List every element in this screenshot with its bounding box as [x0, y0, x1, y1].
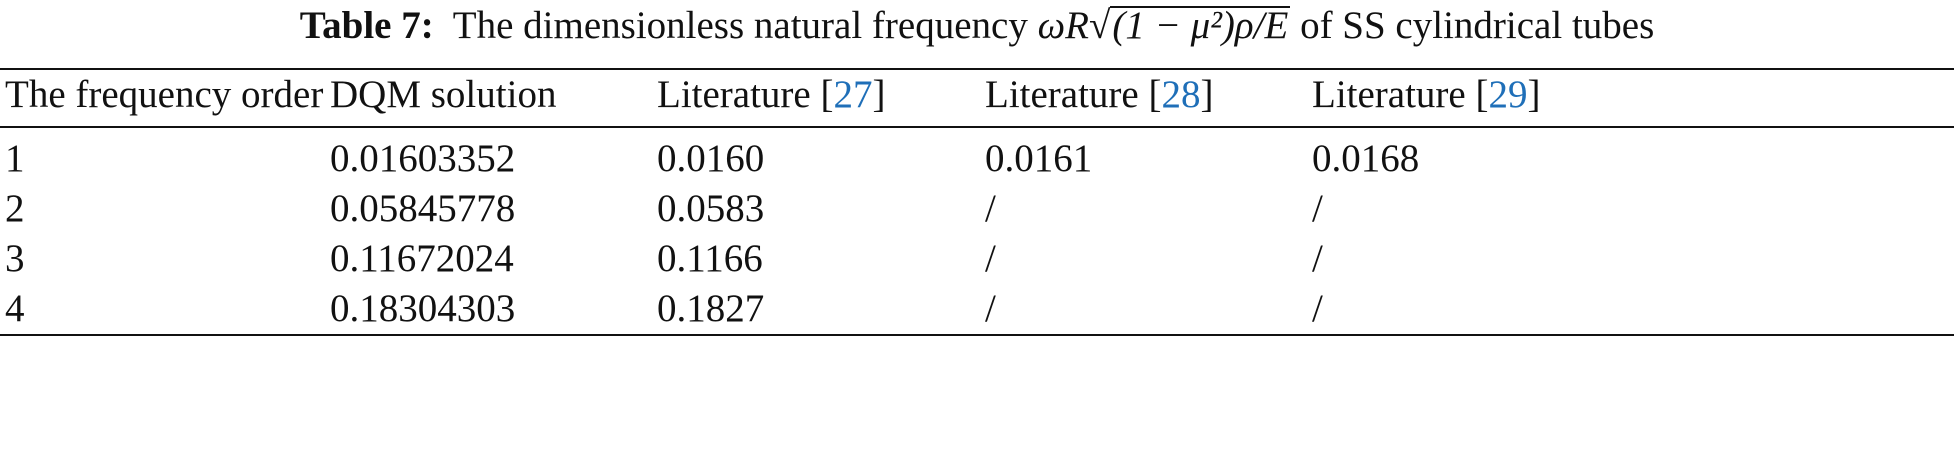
header-text: ] — [1527, 73, 1541, 116]
table-cell: 0.1827 — [657, 287, 765, 330]
table-cell: / — [985, 237, 996, 280]
table-cell: 0.1166 — [657, 237, 763, 280]
table-cell: 0.18304303 — [330, 287, 516, 330]
table-cell: 2 — [5, 187, 25, 230]
table-row: 3 0.11672024 0.1166 / / — [0, 234, 1954, 284]
table-body: 1 0.01603352 0.0160 0.0161 0.0168 2 0.05845778… — [0, 127, 1954, 335]
header-text: ] — [1200, 73, 1214, 116]
header-text: ] — [872, 73, 886, 116]
table-cell: 3 — [5, 237, 25, 280]
citation-link[interactable]: 27 — [833, 73, 873, 116]
table-cell: 0.0160 — [657, 137, 765, 180]
radical-sign: √ — [1088, 4, 1111, 47]
table-cell: 1 — [5, 137, 25, 180]
table-row: 4 0.18304303 0.1827 / / — [0, 284, 1954, 335]
column-header: Literature [28] — [980, 69, 1307, 127]
column-header: Literature [27] — [652, 69, 980, 127]
column-header: The frequency order — [0, 69, 325, 127]
caption-text: of SS cylindrical tubes — [1300, 4, 1655, 47]
table-cell: / — [985, 187, 996, 230]
table-cell: / — [1312, 237, 1323, 280]
table-cell: 0.0161 — [985, 137, 1093, 180]
formula-prefix: ωR — [1037, 4, 1089, 47]
citation-link[interactable]: 29 — [1488, 73, 1528, 116]
header-text: Literature [ — [657, 73, 834, 116]
table-cell: 0.11672024 — [330, 237, 514, 280]
table-cell: / — [1312, 287, 1323, 330]
table-cell: 4 — [5, 287, 25, 330]
table-caption: Table 7: The dimensionless natural frequ… — [0, 0, 1954, 52]
header-text: Literature [ — [1312, 73, 1489, 116]
header-text: Literature [ — [985, 73, 1162, 116]
caption-text: The dimensionless natural frequency — [452, 4, 1028, 47]
table-cell: / — [985, 287, 996, 330]
data-table: The frequency order DQM solution Literatur… — [0, 68, 1954, 336]
header-text: DQM solution — [330, 73, 557, 116]
citation-link[interactable]: 28 — [1161, 73, 1201, 116]
table-cell: 0.01603352 — [330, 137, 516, 180]
table-cell: 0.05845778 — [330, 187, 516, 230]
column-header: Literature [29] — [1307, 69, 1954, 127]
table-cell: 0.0168 — [1312, 137, 1420, 180]
header-row: The frequency order DQM solution Literatur… — [0, 69, 1954, 127]
caption-label: Table 7: — [299, 4, 434, 47]
header-text: The frequency order — [5, 73, 324, 116]
table-cell: / — [1312, 187, 1323, 230]
formula-radicand: (1 − μ²)ρ/E — [1110, 4, 1291, 47]
column-header: DQM solution — [325, 69, 652, 127]
table-row: 1 0.01603352 0.0160 0.0161 0.0168 — [0, 127, 1954, 184]
table-row: 2 0.05845778 0.0583 / / — [0, 184, 1954, 234]
table-cell: 0.0583 — [657, 187, 765, 230]
